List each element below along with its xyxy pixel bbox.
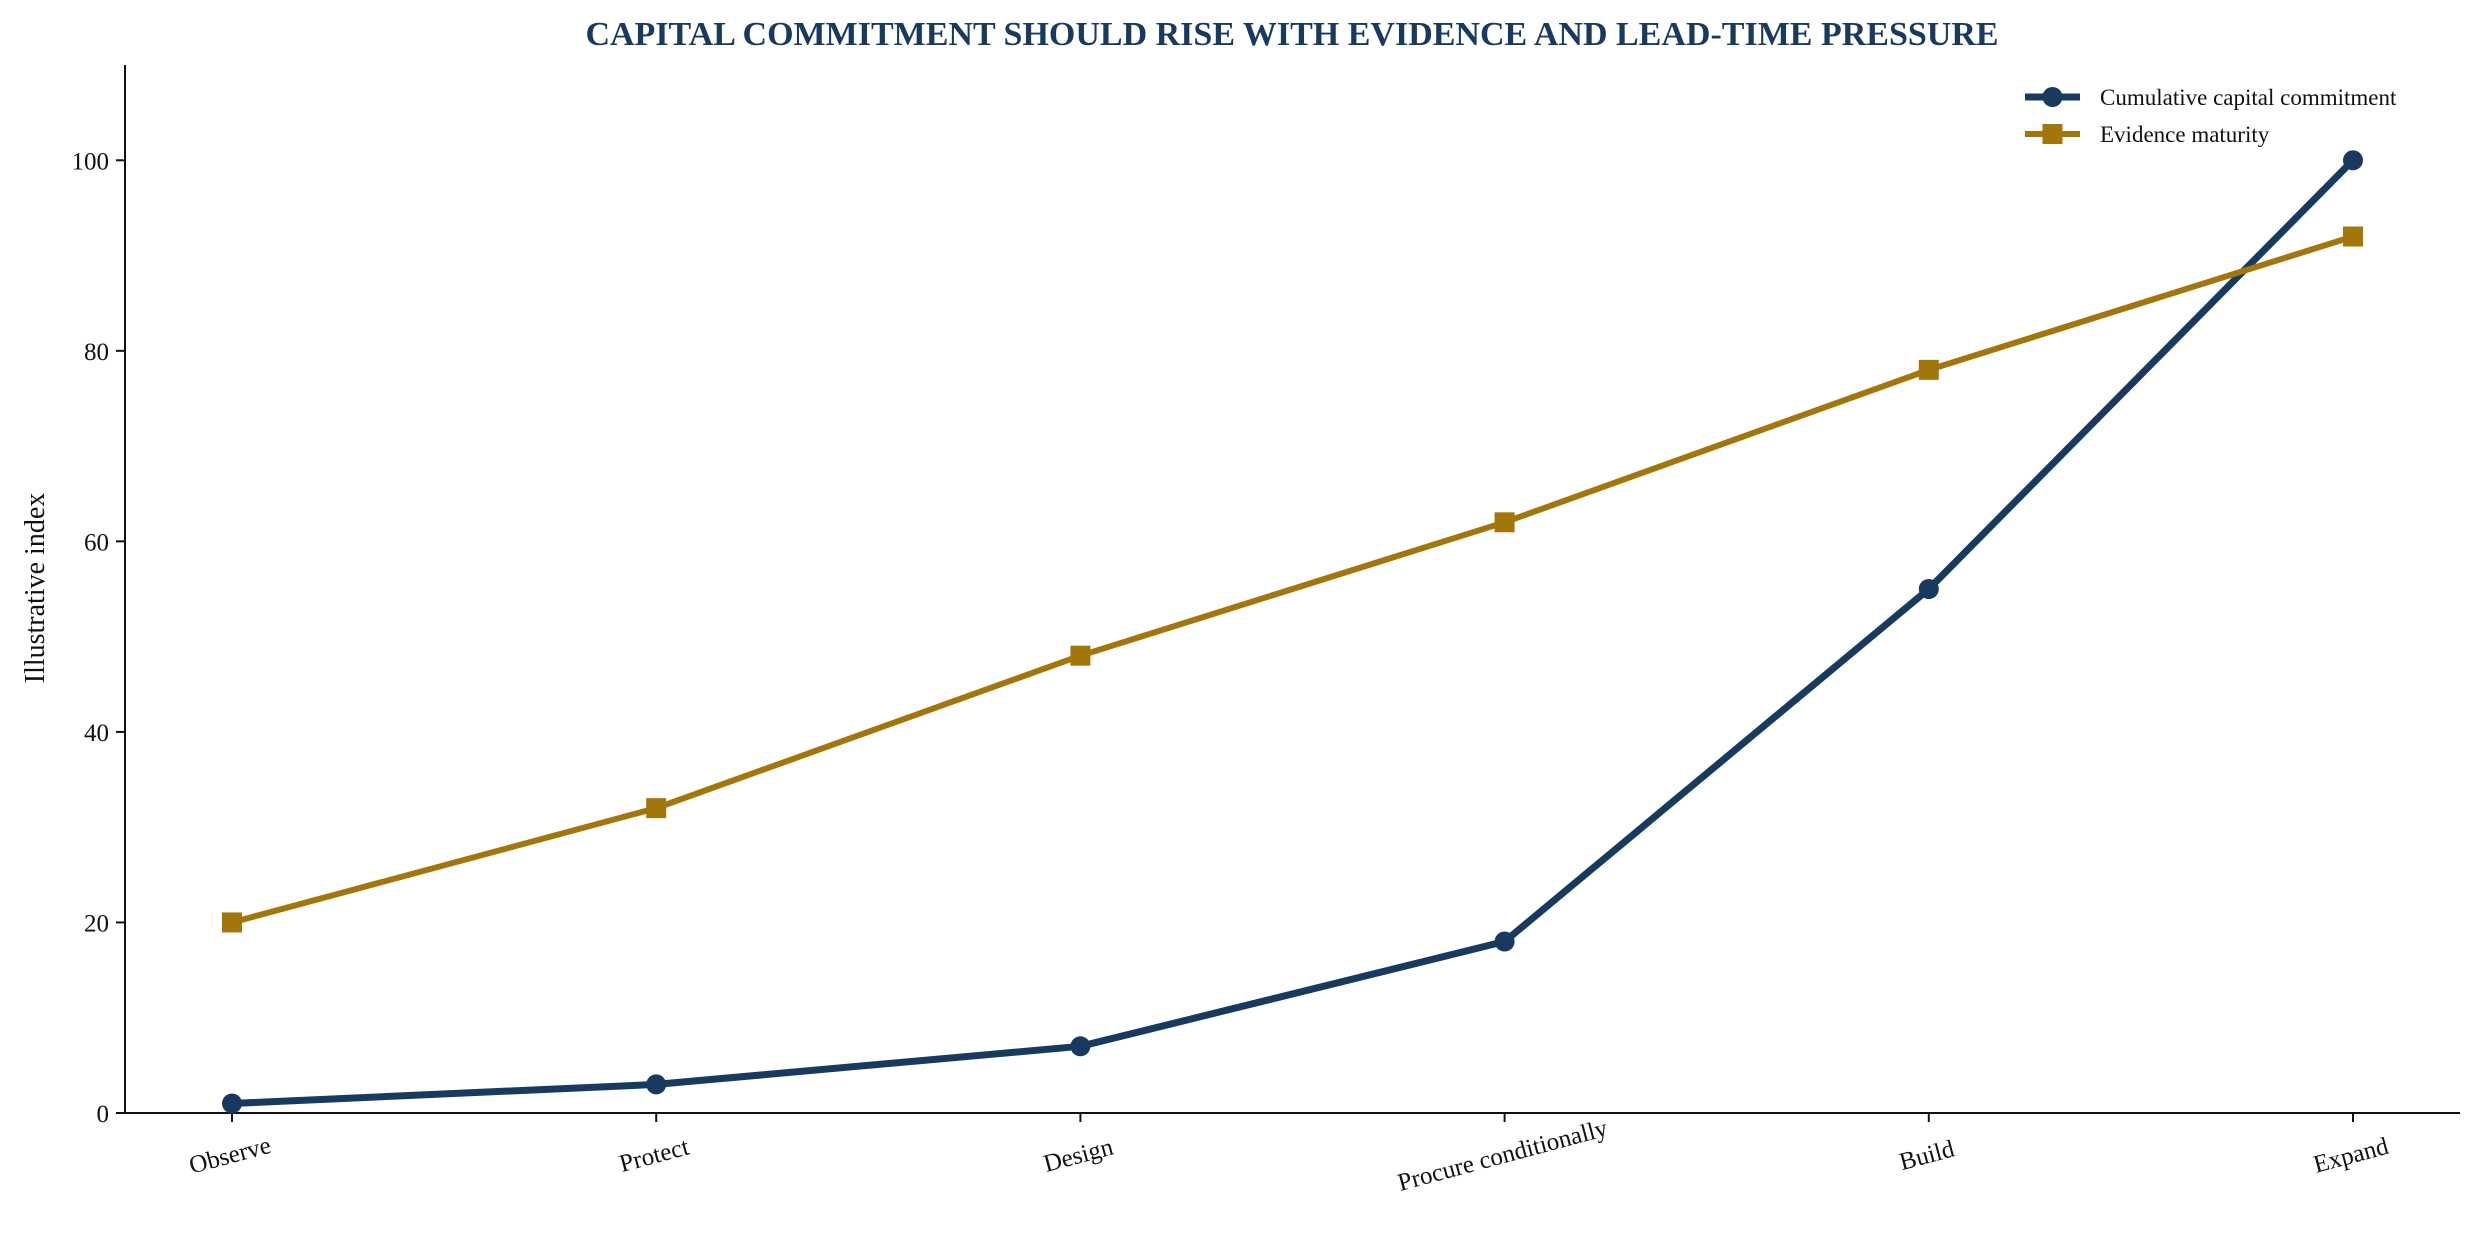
data-point xyxy=(222,1093,242,1114)
axes xyxy=(124,65,2460,1114)
data-point xyxy=(1918,579,1939,599)
series-line xyxy=(229,233,2356,926)
legend-label: Evidence maturity xyxy=(2100,122,2270,147)
data-point xyxy=(646,798,667,819)
y-tick-label: 0 xyxy=(97,1101,110,1128)
data-point xyxy=(1070,1036,1091,1057)
x-tick-label: Protect xyxy=(617,1134,692,1178)
x-tick-label: Design xyxy=(1041,1133,1117,1178)
x-tick-label: Build xyxy=(1897,1135,1958,1176)
legend-marker xyxy=(2042,124,2063,144)
data-point xyxy=(646,1074,667,1095)
series-line xyxy=(228,156,2357,1107)
data-point xyxy=(2343,226,2363,247)
y-tick-label: 60 xyxy=(84,529,109,556)
y-tick-label: 100 xyxy=(72,148,110,175)
y-axis-label: Illustrative index xyxy=(20,493,51,684)
chart-title: CAPITAL COMMITMENT SHOULD RISE WITH EVID… xyxy=(585,16,1998,53)
data-point xyxy=(1494,512,1515,533)
x-tick-label: Observe xyxy=(186,1132,273,1180)
x-tick-label: Procure conditionally xyxy=(1395,1115,1611,1197)
y-axis-ticks: 0 20 40 60 80 100 xyxy=(72,148,125,1128)
series-2 xyxy=(222,226,2363,933)
series-1 xyxy=(222,150,2363,1114)
x-axis-ticks: Observe Protect Design Procure conditionall… xyxy=(186,1113,2392,1197)
x-tick-label: Expand xyxy=(2311,1133,2392,1179)
legend-label: Cumulative capital commitment xyxy=(2100,85,2397,110)
y-tick-label: 20 xyxy=(84,910,109,937)
data-point xyxy=(1918,359,1939,380)
data-point xyxy=(222,912,242,933)
series-layer xyxy=(222,150,2363,1114)
data-point xyxy=(2343,150,2363,171)
y-tick-label: 80 xyxy=(84,339,109,366)
data-point xyxy=(1070,645,1091,666)
data-point xyxy=(1494,931,1515,952)
legend-marker xyxy=(2042,87,2063,107)
legend: Cumulative capital commitment Evidence ma… xyxy=(2025,85,2397,147)
y-tick-label: 40 xyxy=(84,720,109,747)
